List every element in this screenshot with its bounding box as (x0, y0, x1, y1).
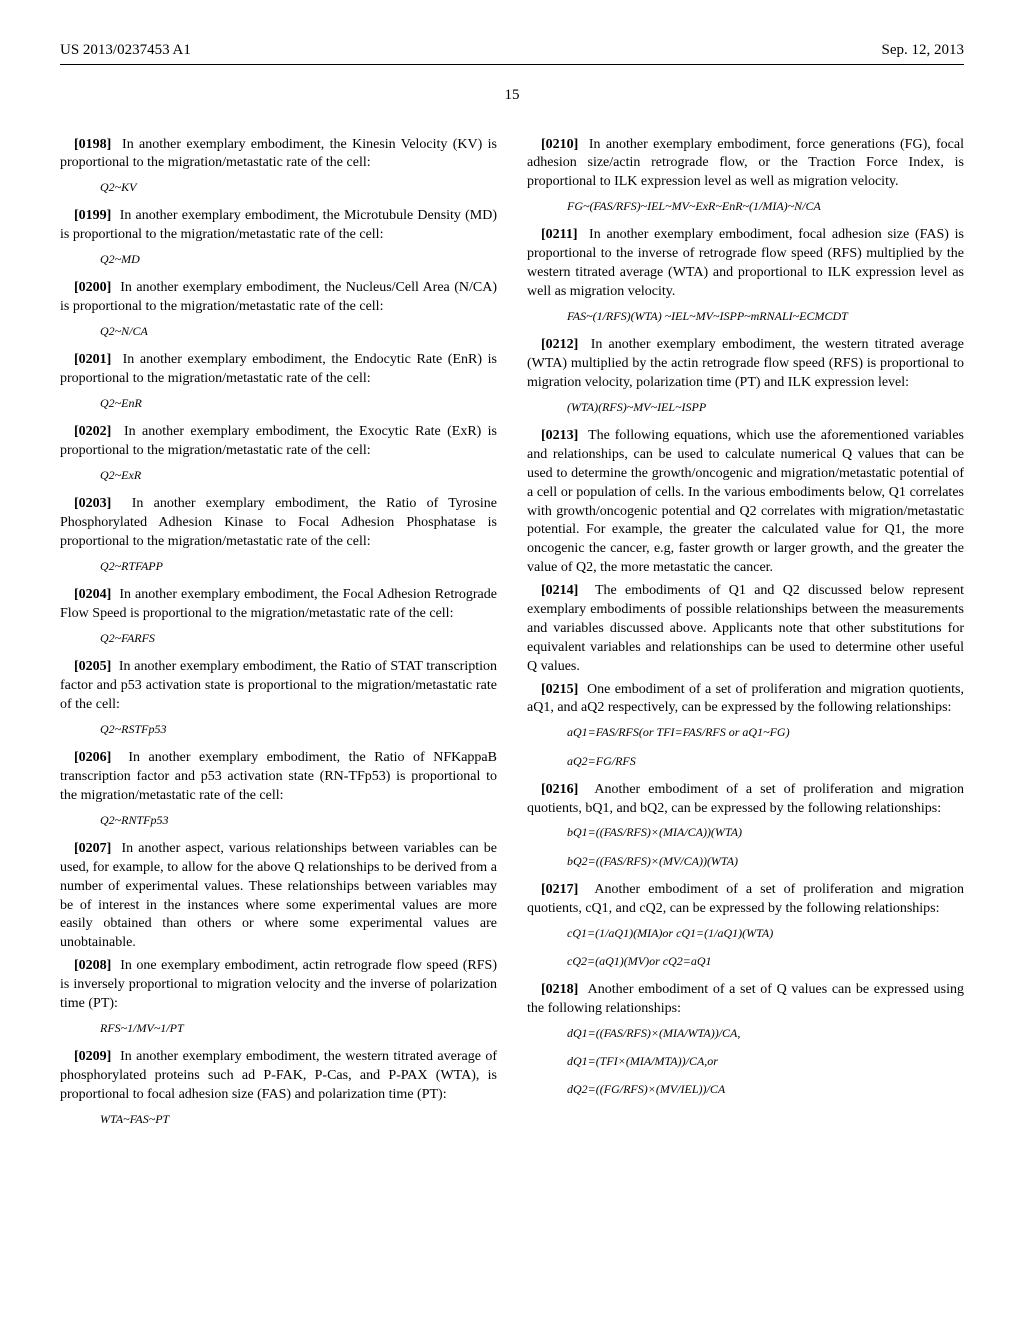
paragraph: [0217] Another embodiment of a set of pr… (527, 881, 964, 919)
paragraph-number: [0209] (74, 1049, 111, 1064)
paragraph: [0205] In another exemplary embodiment, … (60, 658, 497, 715)
formula: dQ1=((FAS/RFS)×(MIA/WTA))/CA, (567, 1025, 964, 1041)
paragraph: [0213] The following equations, which us… (527, 427, 964, 578)
paragraph: [0198] In another exemplary embodiment, … (60, 136, 497, 174)
publication-date: Sep. 12, 2013 (882, 40, 965, 60)
paragraph: [0212] In another exemplary embodiment, … (527, 336, 964, 393)
paragraph-number: [0205] (74, 659, 111, 674)
paragraph: [0204] In another exemplary embodiment, … (60, 586, 497, 624)
paragraph-number: [0206] (74, 750, 111, 765)
paragraph: [0209] In another exemplary embodiment, … (60, 1048, 497, 1105)
formula: WTA~FAS~PT (100, 1111, 497, 1127)
formula: (WTA)(RFS)~MV~IEL~ISPP (567, 399, 964, 415)
paragraph-number: [0199] (74, 208, 111, 223)
paragraph: [0199] In another exemplary embodiment, … (60, 207, 497, 245)
page-number: 15 (60, 85, 964, 105)
paragraph: [0211] In another exemplary embodiment, … (527, 226, 964, 302)
formula: dQ2=((FG/RFS)×(MV/IEL))/CA (567, 1081, 964, 1097)
paragraph-number: [0201] (74, 352, 111, 367)
paragraph-number: [0215] (541, 682, 578, 697)
paragraph-number: [0210] (541, 137, 578, 152)
formula: aQ1=FAS/RFS(or TFI=FAS/RFS or aQ1~FG) (567, 724, 964, 740)
paragraph: [0201] In another exemplary embodiment, … (60, 351, 497, 389)
paragraph-number: [0217] (541, 882, 578, 897)
paragraph-number: [0216] (541, 782, 578, 797)
paragraph: [0207] In another aspect, various relati… (60, 840, 497, 953)
paragraph-number: [0202] (74, 424, 111, 439)
formula: Q2~FARFS (100, 630, 497, 646)
publication-number: US 2013/0237453 A1 (60, 40, 191, 60)
right-column: [0210] In another exemplary embodiment, … (527, 136, 964, 1139)
paragraph: [0216] Another embodiment of a set of pr… (527, 781, 964, 819)
formula: FG~(FAS/RFS)~IEL~MV~ExR~EnR~(1/MIA)~N/CA (567, 198, 964, 214)
paragraph: [0215] One embodiment of a set of prolif… (527, 681, 964, 719)
paragraph: [0214] The embodiments of Q1 and Q2 disc… (527, 582, 964, 676)
paragraph-number: [0212] (541, 337, 578, 352)
paragraph-number: [0198] (74, 137, 111, 152)
paragraph-number: [0213] (541, 428, 578, 443)
content-columns: [0198] In another exemplary embodiment, … (60, 136, 964, 1139)
paragraph: [0210] In another exemplary embodiment, … (527, 136, 964, 193)
paragraph: [0202] In another exemplary embodiment, … (60, 423, 497, 461)
formula: aQ2=FG/RFS (567, 753, 964, 769)
paragraph-number: [0214] (541, 583, 578, 598)
formula: Q2~RSTFp53 (100, 721, 497, 737)
paragraph-number: [0208] (74, 958, 111, 973)
paragraph-number: [0200] (74, 280, 111, 295)
formula: Q2~RNTFp53 (100, 812, 497, 828)
paragraph-number: [0207] (74, 841, 111, 856)
formula: cQ1=(1/aQ1)(MIA)or cQ1=(1/aQ1)(WTA) (567, 925, 964, 941)
paragraph-number: [0211] (541, 227, 578, 242)
paragraph-number: [0204] (74, 587, 111, 602)
paragraph: [0206] In another exemplary embodiment, … (60, 749, 497, 806)
formula: FAS~(1/RFS)(WTA) ~IEL~MV~ISPP~mRNALI~ECM… (567, 308, 964, 324)
left-column: [0198] In another exemplary embodiment, … (60, 136, 497, 1139)
formula: Q2~RTFAPP (100, 558, 497, 574)
paragraph: [0218] Another embodiment of a set of Q … (527, 981, 964, 1019)
formula: dQ1=(TFI×(MIA/MTA))/CA,or (567, 1053, 964, 1069)
formula: bQ1=((FAS/RFS)×(MIA/CA))(WTA) (567, 824, 964, 840)
formula: Q2~EnR (100, 395, 497, 411)
formula: Q2~N/CA (100, 323, 497, 339)
formula: bQ2=((FAS/RFS)×(MV/CA))(WTA) (567, 853, 964, 869)
paragraph: [0208] In one exemplary embodiment, acti… (60, 957, 497, 1014)
formula: cQ2=(aQ1)(MV)or cQ2=aQ1 (567, 953, 964, 969)
paragraph: [0200] In another exemplary embodiment, … (60, 279, 497, 317)
formula: Q2~MD (100, 251, 497, 267)
page-header: US 2013/0237453 A1 Sep. 12, 2013 (60, 40, 964, 65)
paragraph-number: [0203] (74, 496, 111, 511)
formula: Q2~ExR (100, 467, 497, 483)
paragraph: [0203] In another exemplary embodiment, … (60, 495, 497, 552)
paragraph-number: [0218] (541, 982, 578, 997)
formula: Q2~KV (100, 179, 497, 195)
formula: RFS~1/MV~1/PT (100, 1020, 497, 1036)
